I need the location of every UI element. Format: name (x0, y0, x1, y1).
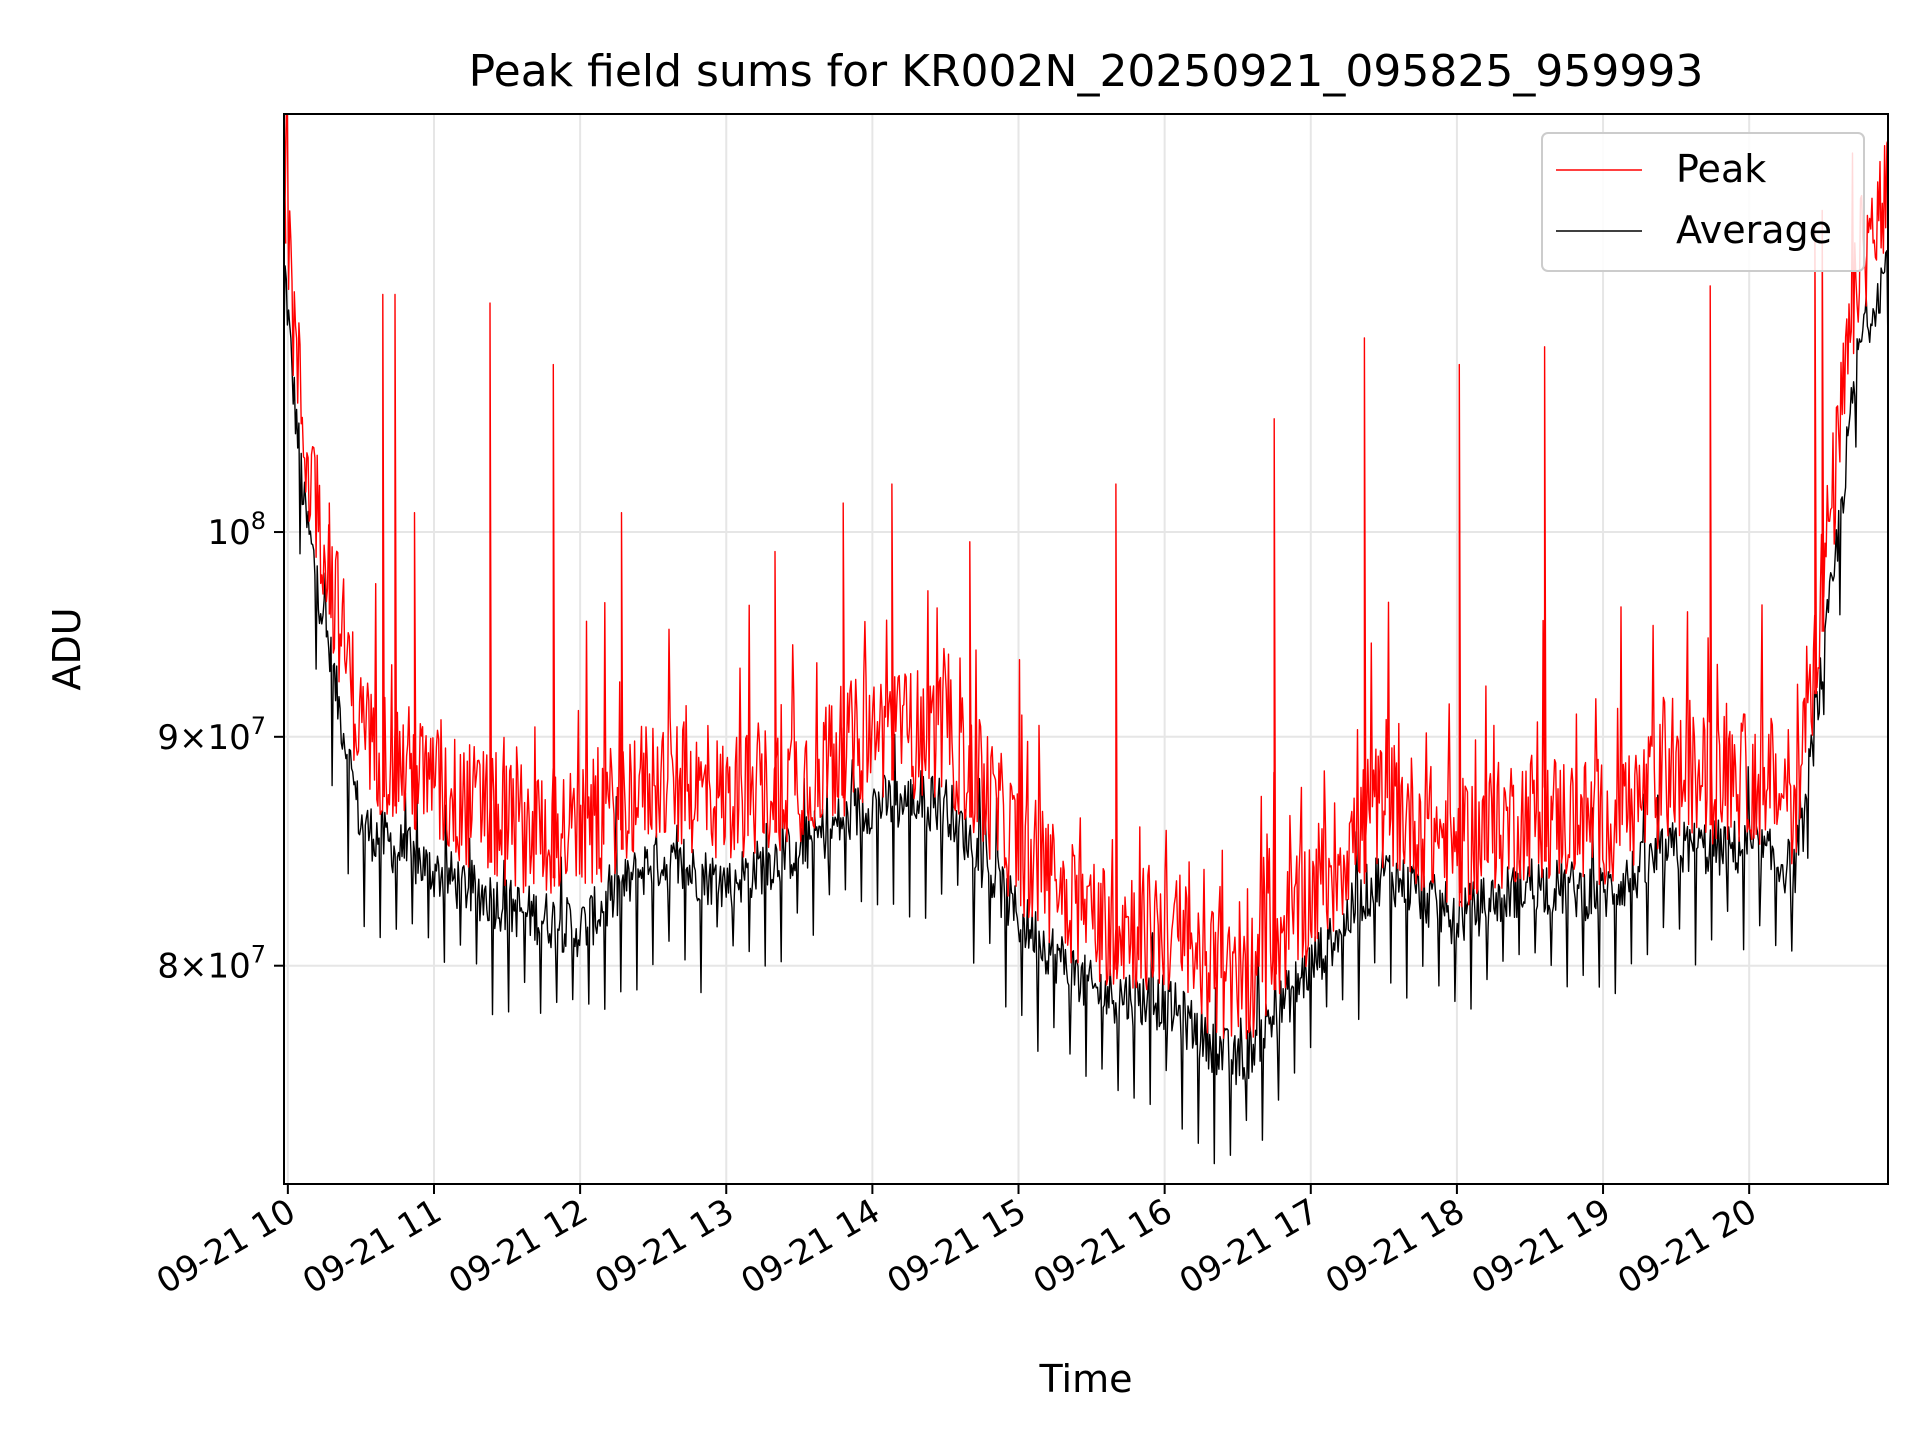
y-tick-part: 10 (207, 947, 250, 987)
y-tick-part: 10 (207, 718, 250, 758)
y-tick-part: 9 (157, 718, 179, 758)
chart-title: Peak field sums for KR002N_20250921_0958… (469, 46, 1704, 97)
plot-lines (283, 113, 1889, 1165)
y-tick-label: 8×107 (157, 941, 266, 987)
y-tick-label: 9×107 (157, 712, 266, 758)
x-axis-label: Time (1039, 1357, 1133, 1401)
y-axis-label: ADU (45, 607, 89, 690)
y-tick-part: × (179, 718, 208, 758)
y-tick-part: 10 (207, 513, 250, 553)
legend: Peak Average (1541, 132, 1865, 272)
y-tick-exponent: 8 (251, 507, 266, 535)
plot-frame (283, 113, 1889, 1185)
series-peak-line (283, 113, 1889, 1040)
legend-average-label: Average (1676, 208, 1832, 252)
y-tick-exponent: 7 (251, 941, 266, 969)
grid (284, 114, 1888, 1184)
y-tick-label: 108 (207, 507, 266, 553)
series-average-line (283, 250, 1889, 1165)
legend-box (1541, 132, 1865, 272)
legend-peak-label: Peak (1676, 147, 1766, 191)
y-tick-part: 8 (157, 947, 179, 987)
y-tick-part: × (179, 947, 208, 987)
y-tick-exponent: 7 (251, 712, 266, 740)
